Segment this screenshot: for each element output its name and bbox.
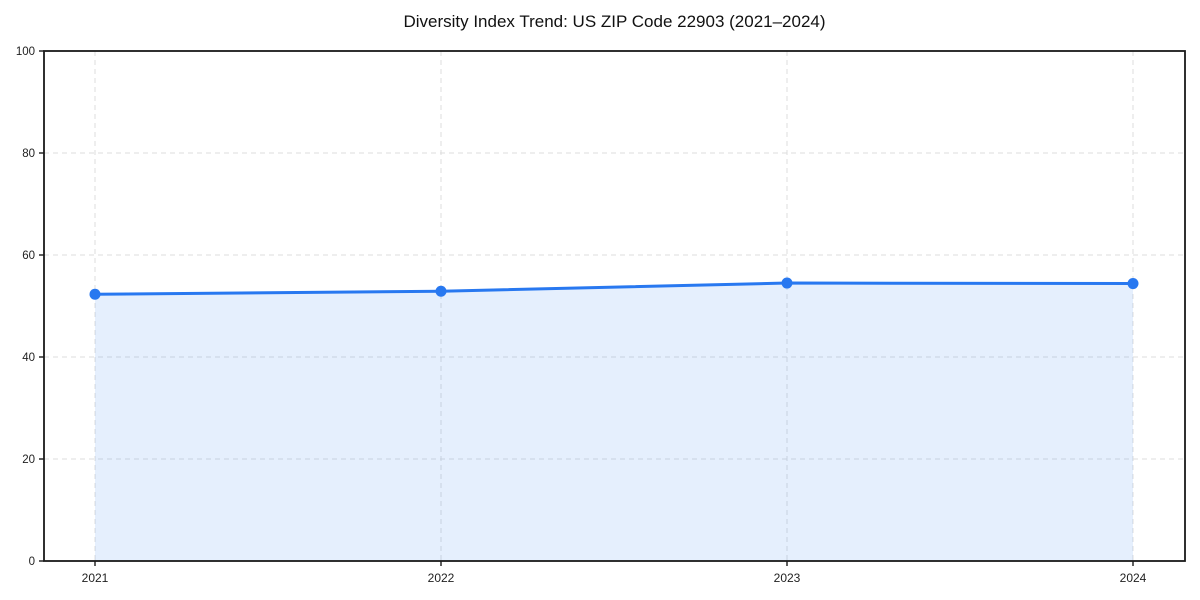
- trend-line: [93, 281, 1135, 296]
- y-tick-label: 0: [29, 556, 35, 568]
- y-tick-label: 20: [22, 454, 35, 466]
- data-point-2023: [781, 277, 793, 289]
- x-tick-label: 2021: [82, 571, 109, 585]
- y-tick-label: 60: [22, 250, 35, 262]
- data-point-2021: [89, 288, 101, 300]
- x-tick-label: 2023: [774, 571, 801, 585]
- chart-title: Diversity Index Trend: US ZIP Code 22903…: [403, 12, 826, 31]
- plot-border: [43, 50, 1186, 562]
- x-tick-label: 2024: [1120, 571, 1147, 585]
- y-tick-label: 80: [22, 148, 35, 160]
- y-tick-label: 40: [22, 352, 35, 364]
- y-tick-label: 100: [16, 46, 35, 58]
- area-fill: [95, 283, 1133, 561]
- data-point-2024: [1127, 278, 1139, 290]
- data-point-2022: [435, 285, 447, 297]
- x-tick-label: 2022: [428, 571, 455, 585]
